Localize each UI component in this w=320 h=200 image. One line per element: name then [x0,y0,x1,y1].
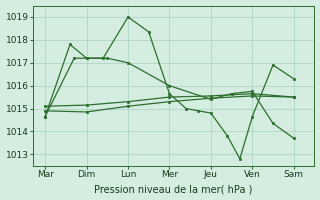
X-axis label: Pression niveau de la mer( hPa ): Pression niveau de la mer( hPa ) [94,184,253,194]
